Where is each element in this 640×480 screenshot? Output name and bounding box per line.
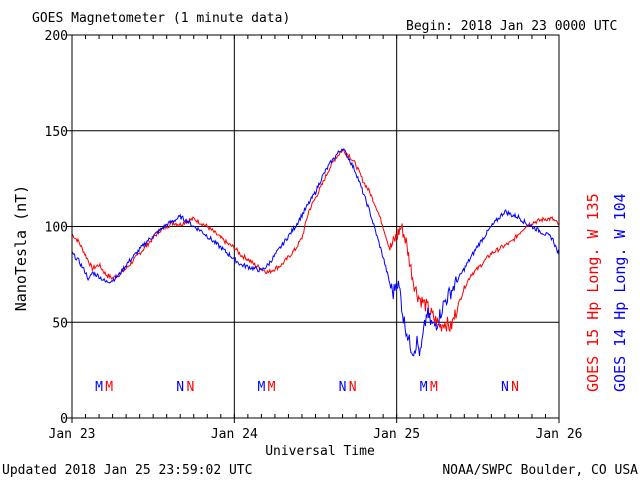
event-marker: N: [511, 380, 519, 395]
event-marker: N: [176, 380, 184, 395]
event-marker: M: [105, 380, 113, 395]
series-line-1: [71, 148, 560, 357]
event-marker: M: [268, 380, 276, 395]
y-tick-label: 0: [60, 412, 68, 427]
data-lines: [71, 148, 560, 357]
x-axis-ticks: Jan 23 Jan 24 Jan 25 Jan 26: [49, 35, 583, 442]
legend-goes15: GOES 15 Hp Long. W 135: [584, 193, 602, 392]
y-axis-ticks: 0 50 100 150 200: [45, 29, 72, 427]
event-marker: N: [349, 380, 357, 395]
y-tick-label: 200: [45, 29, 68, 44]
x-tick-label: Jan 26: [536, 427, 583, 442]
event-marker: M: [430, 380, 438, 395]
event-marker: M: [420, 380, 428, 395]
grid-lines: [72, 35, 559, 418]
x-axis-label: Universal Time: [265, 444, 375, 459]
series-line-0: [71, 148, 560, 333]
y-tick-label: 100: [45, 221, 68, 236]
chart-title: GOES Magnetometer (1 minute data): [32, 11, 290, 26]
event-marker: N: [339, 380, 347, 395]
y-axis-label: NanoTesla (nT): [12, 185, 30, 311]
x-tick-label: Jan 25: [373, 427, 420, 442]
x-tick-label: Jan 23: [49, 427, 96, 442]
event-marker: M: [95, 380, 103, 395]
event-marker: N: [501, 380, 509, 395]
legend-goes14: GOES 14 Hp Long. W 104: [611, 193, 629, 392]
y-tick-label: 50: [52, 316, 68, 331]
event-marker: M: [257, 380, 265, 395]
y-tick-label: 150: [45, 125, 68, 140]
event-marker: N: [186, 380, 194, 395]
updated-timestamp: Updated 2018 Jan 25 23:59:02 UTC: [2, 463, 252, 478]
begin-time: Begin: 2018 Jan 23 0000 UTC: [406, 19, 617, 34]
source-credit: NOAA/SWPC Boulder, CO USA: [442, 463, 638, 478]
x-tick-label: Jan 24: [211, 427, 258, 442]
